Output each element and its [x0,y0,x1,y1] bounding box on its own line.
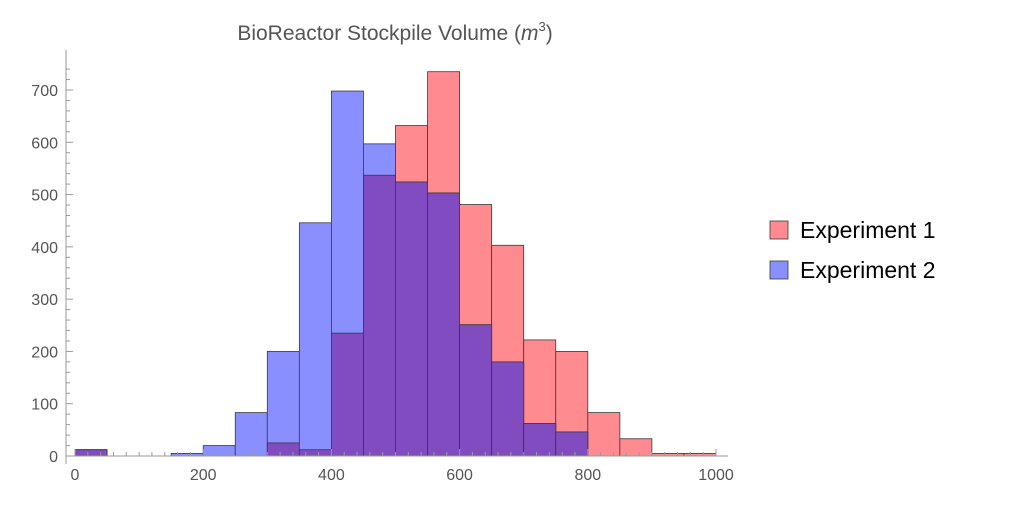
x-tick-label: 400 [318,467,345,484]
y-tick-label: 400 [31,240,58,257]
bar-overlap [427,192,460,457]
series-experiment-2-bars [74,90,589,457]
bar-overlap [395,181,428,457]
bar-overlap [74,449,108,457]
y-tick-label: 600 [31,135,58,152]
y-tick-label: 700 [31,83,58,100]
x-tick-label: 0 [71,467,80,484]
x-tick-label: 200 [190,467,217,484]
bar-experiment-2 [202,445,236,457]
y-tick-label: 200 [31,344,58,361]
bar-experiment-1 [587,412,621,457]
bar-experiment-2 [298,222,332,457]
bar-overlap [491,361,525,457]
bar-experiment-2 [266,351,300,457]
legend-swatch [769,260,789,280]
chart-title: BioReactor Stockpile Volume (m3) [237,19,552,45]
x-tick-label: 800 [574,467,601,484]
bar-overlap [363,174,396,457]
bar-overlap [459,324,493,457]
bar-overlap [266,442,300,457]
bar-experiment-1 [619,438,653,457]
y-tick-label: 100 [31,397,58,414]
bar-overlap [523,423,557,457]
y-tick-label: 0 [49,449,58,466]
axes: 0 200 400 600 800 1000 0 100 200 300 400 500 600 700 [31,50,734,484]
bar-experiment-2 [234,412,268,457]
bar-overlap [555,431,589,457]
x-tick-label: 1000 [698,467,734,484]
legend-label: Experiment 2 [800,257,936,283]
legend-swatch [769,220,789,240]
bar-overlap [330,332,364,457]
y-tick-label: 500 [31,188,58,205]
bar-overlap [298,449,332,457]
y-tick-label: 300 [31,292,58,309]
x-tick-label: 600 [446,467,473,484]
legend-label: Experiment 1 [800,217,936,243]
legend: Experiment 1 Experiment 2 [769,217,936,283]
